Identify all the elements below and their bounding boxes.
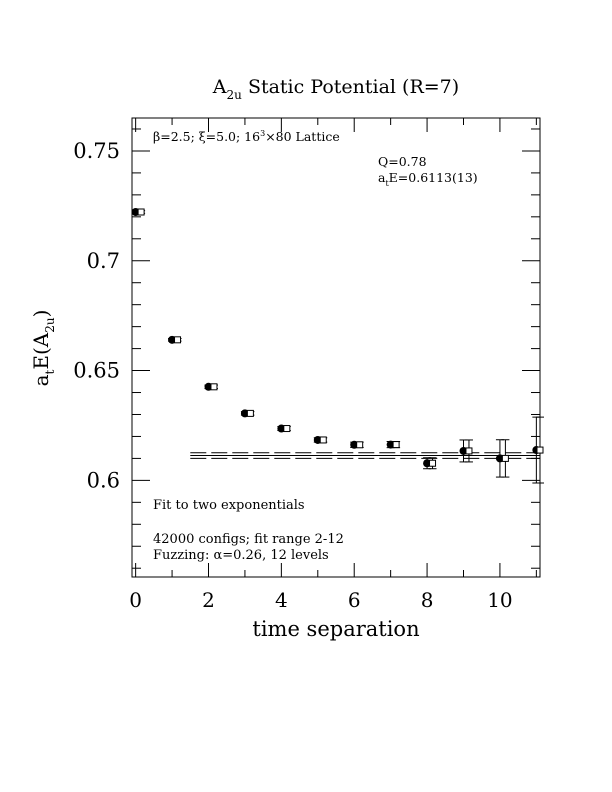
fuzzing-annotation: Fuzzing: α=0.26, 12 levels [153,548,329,563]
data-point-open [283,425,291,433]
plot-frame [131,117,541,578]
data-point-open [536,446,544,454]
x-tick-label: 4 [275,588,288,612]
y-tick-label: 0.65 [73,359,120,383]
y-axis-label: atE(A2u) [29,310,57,387]
y-tick-label: 0.75 [73,139,120,163]
data-point-open [174,336,182,344]
data-point-open [429,459,437,467]
fit-energy-annotation: atE=0.6113(13) [378,170,478,188]
x-tick-label: 0 [129,588,142,612]
x-axis-label: time separation [252,617,419,641]
data-points [131,207,544,484]
lattice-annotation: β=2.5; ξ=5.0; 163×80 Lattice [153,129,340,144]
y-tick-label: 0.7 [87,249,120,273]
q-annotation: Q=0.78 [378,154,427,169]
data-point-open [392,441,400,449]
fit-description: Fit to two exponentials [153,498,305,513]
x-tick-labels: 0 2 4 6 8 10 [129,588,512,612]
data-point-open [210,383,218,391]
configs-annotation: 42000 configs; fit range 2-12 [153,532,344,547]
x-tick-label: 2 [202,588,215,612]
x-tick-label: 10 [487,588,512,612]
data-point-open [246,409,254,417]
axis-ticks [132,118,540,577]
x-tick-label: 6 [348,588,361,612]
fit-band [190,452,540,459]
data-point-open [465,447,473,455]
y-tick-label: 0.6 [87,468,120,492]
y-tick-labels: 0.6 0.65 0.7 0.75 [73,139,120,492]
chart-title: A2u Static Potential (R=7) [212,76,459,102]
data-point-open [356,441,364,449]
data-point-open [137,208,145,216]
x-tick-label: 8 [421,588,434,612]
data-point-open [501,454,509,462]
data-point-open [319,436,327,444]
